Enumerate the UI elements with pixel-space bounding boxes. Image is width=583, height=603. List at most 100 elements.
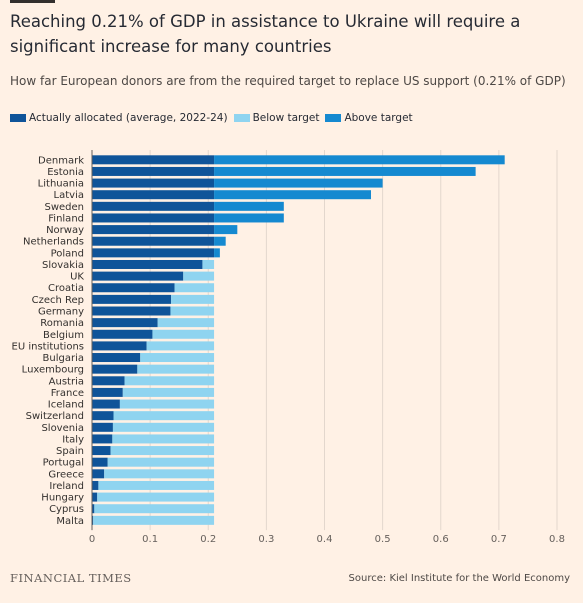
x-tick-label: 0	[89, 534, 95, 545]
category-label: Norway	[46, 225, 84, 236]
bar-below-target	[202, 259, 215, 269]
x-tick-label: 0.8	[549, 534, 565, 545]
category-label: Germany	[38, 307, 84, 318]
bar-below-target	[157, 318, 215, 328]
legend-swatch-below	[233, 114, 250, 122]
bar-allocated	[92, 271, 184, 281]
category-label: Austria	[49, 376, 84, 387]
category-label: Romania	[40, 318, 84, 329]
bar-allocated	[92, 353, 141, 363]
bar-below-target	[112, 434, 215, 444]
x-tick-label: 0.7	[491, 534, 507, 545]
category-label: Czech Rep	[32, 295, 84, 306]
category-label: Portugal	[43, 458, 84, 469]
x-tick-label: 0.3	[258, 534, 274, 545]
bar-above-target	[214, 166, 476, 176]
bar-below-target	[93, 515, 215, 525]
bar-below-target	[112, 422, 215, 432]
bar-below-target	[107, 457, 215, 467]
bar-above-target	[214, 248, 220, 258]
bar-allocated	[92, 248, 215, 258]
bar-below-target	[171, 294, 215, 304]
category-label: UK	[70, 272, 84, 283]
legend-swatch-above	[325, 114, 342, 122]
bar-allocated	[92, 190, 215, 200]
category-label: Slovenia	[41, 423, 84, 434]
bar-above-target	[214, 190, 371, 200]
bar-allocated	[92, 201, 215, 211]
bar-allocated	[92, 376, 125, 386]
category-label: Italy	[62, 434, 84, 445]
chart-subtitle: How far European donors are from the req…	[10, 74, 566, 88]
category-label: Hungary	[41, 493, 84, 504]
bar-below-target	[174, 283, 215, 293]
x-tick-label: 0.2	[200, 534, 216, 545]
title-accent-bar	[10, 0, 55, 3]
bar-allocated	[92, 341, 147, 351]
bar-allocated	[92, 434, 113, 444]
bar-allocated	[92, 446, 111, 456]
bar-allocated	[92, 492, 98, 502]
bar-allocated	[92, 236, 215, 246]
bar-below-target	[98, 480, 215, 490]
bar-allocated	[92, 422, 113, 432]
legend-item-above: Above target	[325, 112, 413, 124]
bar-allocated	[92, 515, 94, 525]
bar-below-target	[119, 399, 215, 409]
bar-allocated	[92, 178, 215, 188]
bar-allocated	[92, 155, 215, 165]
chart-title: Reaching 0.21% of GDP in assistance to U…	[10, 12, 521, 56]
bar-below-target	[104, 469, 215, 479]
bar-below-target	[122, 387, 215, 397]
x-tick-label: 0.6	[433, 534, 449, 545]
bar-above-target	[214, 236, 226, 246]
category-label: Malta	[56, 516, 84, 527]
bar-below-target	[94, 504, 215, 514]
category-label: Finland	[48, 213, 84, 224]
category-label: Belgium	[43, 330, 84, 341]
bar-allocated	[92, 283, 175, 293]
legend-item-below: Below target	[233, 112, 320, 124]
category-label: Spain	[56, 446, 84, 457]
category-label: Cyprus	[49, 504, 84, 515]
bar-below-target	[152, 329, 215, 339]
bar-below-target	[146, 341, 215, 351]
bar-allocated	[92, 329, 153, 339]
x-tick-label: 0.4	[317, 534, 333, 545]
category-label: Switzerland	[26, 411, 84, 422]
bar-above-target	[214, 178, 383, 188]
x-tick-label: 0.5	[375, 534, 391, 545]
bar-below-target	[113, 411, 215, 421]
bar-allocated	[92, 364, 138, 374]
legend-label-below: Below target	[252, 112, 320, 124]
category-label: Poland	[51, 248, 84, 259]
bar-above-target	[214, 213, 284, 223]
bar-below-target	[124, 376, 215, 386]
legend-item-allocated: Actually allocated (average, 2022-24)	[10, 112, 228, 124]
category-label: Bulgaria	[43, 353, 84, 364]
bar-allocated	[92, 166, 215, 176]
bar-chart: DenmarkEstoniaLithuaniaLatviaSwedenFinla…	[12, 150, 565, 545]
legend-label-above: Above target	[344, 112, 413, 124]
bar-allocated	[92, 306, 171, 316]
category-label: Luxembourg	[22, 365, 84, 376]
category-label: Croatia	[48, 283, 84, 294]
bar-allocated	[92, 411, 114, 421]
category-label: Latvia	[54, 190, 84, 201]
source-note: Source: Kiel Institute for the World Eco…	[348, 573, 570, 584]
category-label: Lithuania	[38, 179, 84, 190]
category-label: Greece	[48, 469, 84, 480]
bar-allocated	[92, 469, 105, 479]
bar-allocated	[92, 387, 123, 397]
bar-below-target	[137, 364, 215, 374]
bar-allocated	[92, 213, 215, 223]
category-label: Sweden	[44, 202, 84, 213]
category-label: EU institutions	[12, 341, 84, 352]
bar-below-target	[97, 492, 215, 502]
bar-allocated	[92, 225, 215, 235]
bar-below-target	[170, 306, 215, 316]
category-label: Netherlands	[23, 237, 84, 248]
chart-legend: Actually allocated (average, 2022-24) Be…	[10, 112, 419, 124]
bar-allocated	[92, 457, 108, 467]
category-label: Denmark	[38, 155, 84, 166]
